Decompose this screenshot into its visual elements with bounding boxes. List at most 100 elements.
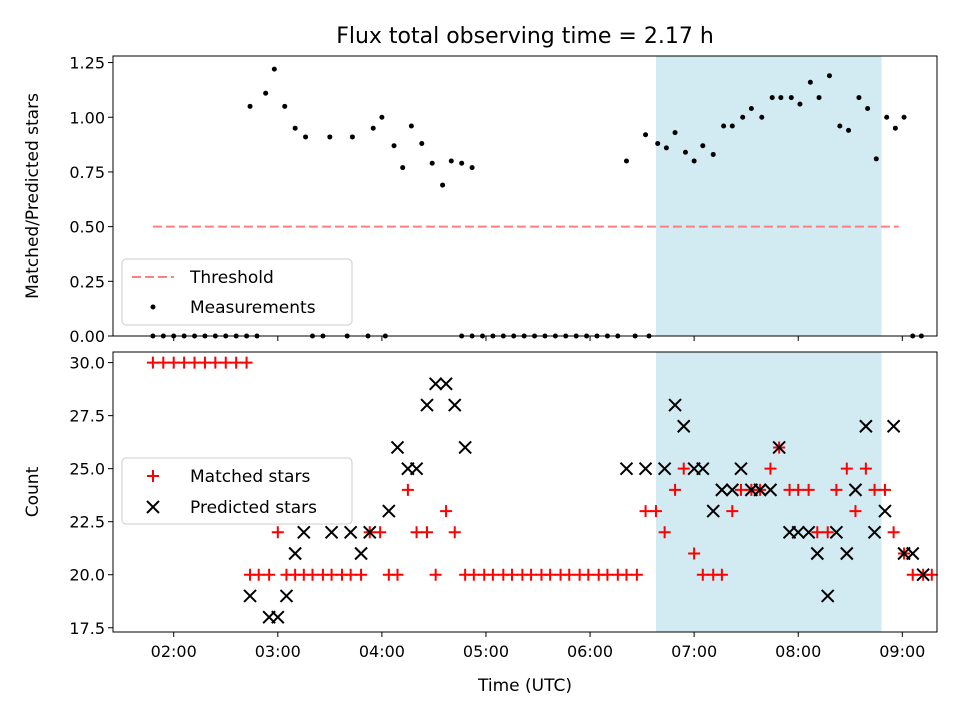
measurement-point [379,114,385,120]
y-tick-label: 1.25 [69,54,105,73]
measurement-point [837,123,843,129]
predicted-stars-point [638,461,653,476]
measurements-legend-label: Measurements [190,298,316,318]
measurement-point [419,141,425,146]
matched-stars-point [726,505,739,518]
measurement-point [292,125,298,131]
measurement-point [459,160,465,166]
matched-stars-point [639,505,652,518]
matched-stars-point [429,568,442,581]
top-y-axis-label: Matched/Predicted stars [23,93,43,299]
predicted-stars-point [668,398,682,412]
matched-stars-point [868,483,881,496]
matched-stars-point [906,568,919,581]
y-tick-label: 25.0 [69,460,105,479]
top-y-ticks: 0.00 0.25 0.50 0.75 1.00 1.25 [69,54,113,346]
predicted-stars-point [458,440,472,455]
top-axes-frame [112,55,938,337]
predicted-stars-point [859,419,873,433]
matched-stars-point [630,568,643,581]
predicted-stars-point [439,377,453,391]
matched-stars-point [802,483,815,496]
measurement-point [759,114,765,120]
predicted-stars-point [409,461,424,476]
matched-stars-point [188,356,201,369]
matched-stars-point [840,462,853,475]
measurement-point [672,130,678,136]
matched-stars-point [410,526,423,539]
measurement-point [778,95,784,101]
measurement-point [826,73,832,79]
measurement-point [865,106,871,111]
y-tick-label: 22.5 [69,513,105,532]
bottom-x-ticks: 02:00 03:00 04:00 05:00 06:00 07:00 08:00 09:00 [151,632,925,661]
measurement-point [327,134,333,140]
predicted-stars-point [706,504,720,518]
matched-stars-point [355,568,368,581]
measurement-point [282,103,288,109]
measurement-point [247,103,253,109]
matched-stars-point [620,568,633,581]
x-tick-label: 05:00 [463,642,509,661]
matched-legend-marker [147,470,159,482]
matched-legend-label: Matched stars [190,467,310,487]
measurement-point [807,79,813,85]
measurement-point [846,127,852,133]
predicted-stars-point [657,461,672,476]
matched-stars-point [821,526,834,539]
measurement-point [400,165,406,171]
matched-stars-point [146,356,159,369]
predicted-stars-point [763,483,778,497]
top-legend: Threshold Measurements [121,258,353,326]
predicted-stars-point [677,419,691,433]
predicted-stars-point [715,483,729,497]
predicted-stars-point [354,546,368,561]
predicted-stars-point [886,419,901,433]
y-tick-label: 0.00 [69,327,105,346]
matched-stars-point [374,526,387,539]
predicted-stars-point [271,610,285,624]
predicted-stars-point [753,483,767,497]
predicted-stars-point [772,440,786,455]
measurement-point [788,95,794,101]
predicted-legend-marker [146,500,160,514]
matched-stars-point [688,547,701,560]
measurement-point [769,95,775,101]
measurement-point [440,182,446,188]
x-tick-label: 03:00 [255,642,301,661]
bottom-legend: Matched stars Predicted stars [121,457,353,525]
predicted-stars-point [801,525,816,540]
top-observing-window [655,56,882,336]
matched-stars-point [448,526,461,539]
matched-stars-point [734,483,747,496]
matched-stars-point [306,568,319,581]
measurement-point [429,160,435,166]
predicted-stars-point [279,589,294,603]
predicted-stars-point [916,568,930,582]
matched-stars-point [420,526,433,539]
matched-stars-point [669,483,682,496]
measurement-point [643,132,649,138]
matched-stars-point [715,568,728,581]
x-tick-label: 07:00 [671,642,717,661]
predicted-stars-point [297,525,311,540]
matched-stars-point [486,568,499,581]
predicted-stars-point [840,546,854,561]
predicted-stars-point [288,546,302,561]
matched-stars-point [167,356,180,369]
predicted-stars-point [734,461,748,476]
measurement-point [856,95,862,101]
measurement-point [740,114,746,120]
measurement-point [623,158,629,164]
matched-stars-point [240,356,253,369]
measurement-point [469,165,475,171]
top-x-ticks [173,336,903,341]
matched-stars-point [157,356,170,369]
y-tick-label: 1.00 [69,108,105,127]
matched-stars-point [391,568,404,581]
matched-stars-point [230,356,243,369]
predicted-stars-point [243,589,257,603]
measurement-point [408,123,414,129]
y-tick-label: 30.0 [69,354,105,373]
measurement-point [729,123,735,129]
